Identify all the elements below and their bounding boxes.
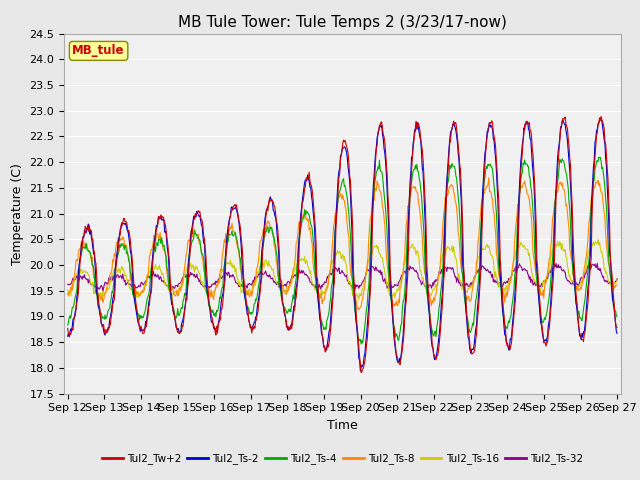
X-axis label: Time: Time bbox=[327, 419, 358, 432]
Title: MB Tule Tower: Tule Temps 2 (3/23/17-now): MB Tule Tower: Tule Temps 2 (3/23/17-now… bbox=[178, 15, 507, 30]
Y-axis label: Temperature (C): Temperature (C) bbox=[11, 163, 24, 264]
Legend: Tul2_Tw+2, Tul2_Ts-2, Tul2_Ts-4, Tul2_Ts-8, Tul2_Ts-16, Tul2_Ts-32: Tul2_Tw+2, Tul2_Ts-2, Tul2_Ts-4, Tul2_Ts… bbox=[97, 449, 588, 468]
Text: MB_tule: MB_tule bbox=[72, 44, 125, 58]
